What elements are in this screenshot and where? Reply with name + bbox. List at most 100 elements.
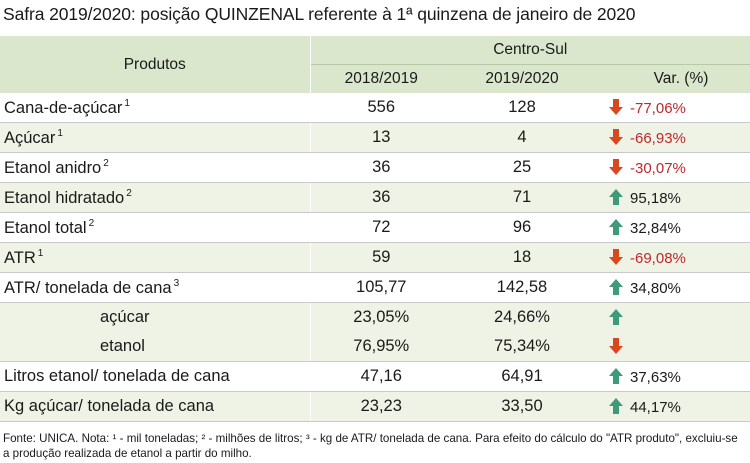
value-prev: 556: [310, 93, 452, 123]
table-row: Etanol anidro 2 36 25 -30,07%: [0, 152, 750, 183]
footnote-marker: 2: [126, 187, 132, 199]
mix-row: etanol 76,95% 75,34%: [0, 332, 750, 362]
arrow-up-icon: [609, 188, 623, 205]
variation-value: 32,84%: [630, 219, 681, 237]
value-curr: 96: [452, 212, 592, 243]
table-row: ATR/ tonelada de cana 3 105,77 142,58 34,80%: [0, 272, 750, 303]
footnote: Fonte: UNICA. Nota: ¹ - mil toneladas; ²…: [3, 432, 738, 460]
value-curr: 33,50: [452, 391, 592, 422]
header-row-1: Produtos Centro-Sul: [0, 36, 750, 93]
table-row: Cana-de-açúcar 1 556 128 -77,06%: [0, 93, 750, 123]
product-label: ATR/ tonelada de cana 3: [0, 272, 311, 303]
product-name: ATR/ tonelada de cana: [4, 278, 172, 297]
value-curr: 25: [452, 152, 592, 183]
footnote-marker: 3: [173, 277, 180, 289]
mix-label-cell: etanol: [0, 332, 311, 362]
value-prev: 76,95%: [310, 332, 452, 362]
value-prev: 59: [310, 242, 452, 273]
product-name: ATR: [4, 248, 36, 267]
arrow-up-icon: [609, 218, 623, 235]
products-header: Produtos: [0, 36, 311, 93]
arrow-down-icon: [609, 337, 623, 354]
footnote-marker: 1: [37, 247, 44, 259]
footnote-marker: 2: [88, 217, 95, 229]
arrow-up-icon: [609, 278, 623, 295]
variation-value: -69,08%: [630, 249, 686, 267]
product-label: Etanol anidro 2: [0, 152, 311, 183]
variation-value: 44,17%: [630, 398, 681, 416]
mix-item-label: açúcar: [100, 308, 150, 326]
table-row: Etanol hidratado 2 36 71 95,18%: [0, 182, 750, 213]
variation-cell: [592, 302, 750, 332]
region-header: Centro-Sul: [310, 36, 750, 65]
value-curr: 142,58: [452, 272, 592, 303]
table-row: ATR 1 59 18 -69,08%: [0, 242, 750, 273]
variation-cell: 34,80%: [592, 272, 750, 303]
product-label: Cana-de-açúcar 1: [0, 93, 311, 123]
variation-value: 37,63%: [630, 368, 681, 386]
year-curr-header: 2019/2020: [452, 64, 592, 93]
variation-cell: -69,08%: [592, 242, 750, 273]
value-curr: 24,66%: [452, 302, 592, 332]
variation-cell: -77,06%: [592, 93, 750, 123]
value-prev: 13: [310, 122, 452, 153]
arrow-up-icon: [609, 367, 623, 384]
variation-value: 34,80%: [630, 279, 681, 297]
variation-value: -77,06%: [630, 99, 686, 117]
product-label: ATR 1: [0, 242, 311, 273]
variation-cell: -66,93%: [592, 122, 750, 153]
product-name: Etanol total: [4, 218, 87, 237]
variation-cell: 32,84%: [592, 212, 750, 243]
variation-value: -30,07%: [630, 159, 686, 177]
mix-item-label: etanol: [100, 337, 145, 355]
variation-cell: -30,07%: [592, 152, 750, 183]
value-prev: 47,16: [310, 361, 452, 392]
value-prev: 23,23: [310, 391, 452, 422]
variation-cell: [592, 332, 750, 362]
page-title: Safra 2019/2020: posição QUINZENAL refer…: [3, 4, 636, 24]
arrow-down-icon: [609, 248, 623, 265]
value-curr: 18: [452, 242, 592, 273]
product-name: Kg açúcar/ tonelada de cana: [4, 397, 215, 415]
footnote-marker: 1: [124, 97, 130, 109]
table-row: Litros etanol/ tonelada de cana 47,16 64,9…: [0, 361, 750, 392]
arrow-down-icon: [609, 98, 623, 115]
arrow-down-icon: [609, 158, 623, 175]
variation-cell: 37,63%: [592, 361, 750, 392]
product-name: Etanol hidratado: [4, 188, 125, 207]
product-label: Kg açúcar/ tonelada de cana: [0, 391, 311, 422]
header-row-2: 2018/2019 2019/2020 Var. (%): [0, 64, 750, 93]
table-row: Etanol total 2 72 96 32,84%: [0, 212, 750, 243]
value-curr: 4: [452, 122, 592, 153]
value-curr: 75,34%: [452, 332, 592, 362]
product-name: Etanol anidro: [4, 158, 102, 177]
variation-cell: 44,17%: [592, 391, 750, 422]
product-name: Cana-de-açúcar: [4, 98, 123, 117]
product-label: Litros etanol/ tonelada de cana: [0, 361, 311, 392]
product-label: Etanol hidratado 2: [0, 182, 311, 213]
variation-cell: 95,18%: [592, 182, 750, 213]
value-prev: 72: [310, 212, 452, 243]
arrow-up-icon: [609, 308, 623, 325]
table-row: Açúcar 1 13 4 -66,93%: [0, 122, 750, 153]
product-name: Açúcar: [4, 128, 56, 147]
value-prev: 36: [310, 152, 452, 183]
value-curr: 64,91: [452, 361, 592, 392]
year-prev-header: 2018/2019: [310, 64, 452, 93]
table-row: Kg açúcar/ tonelada de cana 23,23 33,50 44,…: [0, 391, 750, 422]
value-prev: 36: [310, 182, 452, 213]
arrow-down-icon: [609, 128, 623, 145]
value-curr: 128: [452, 93, 592, 123]
footnote-marker: 1: [57, 127, 63, 139]
value-prev: 105,77: [310, 272, 452, 303]
mix-label-cell: Mix (%)açúcar: [0, 302, 311, 354]
harvest-table: Produtos Centro-Sul 2018/2019 2019/2020 …: [0, 36, 750, 422]
arrow-up-icon: [609, 397, 623, 414]
value-curr: 71: [452, 182, 592, 213]
value-prev: 23,05%: [310, 302, 452, 332]
variation-header: Var. (%): [592, 64, 750, 93]
variation-value: -66,93%: [630, 129, 686, 147]
product-label: Açúcar 1: [0, 122, 311, 153]
product-name: Litros etanol/ tonelada de cana: [4, 367, 230, 385]
